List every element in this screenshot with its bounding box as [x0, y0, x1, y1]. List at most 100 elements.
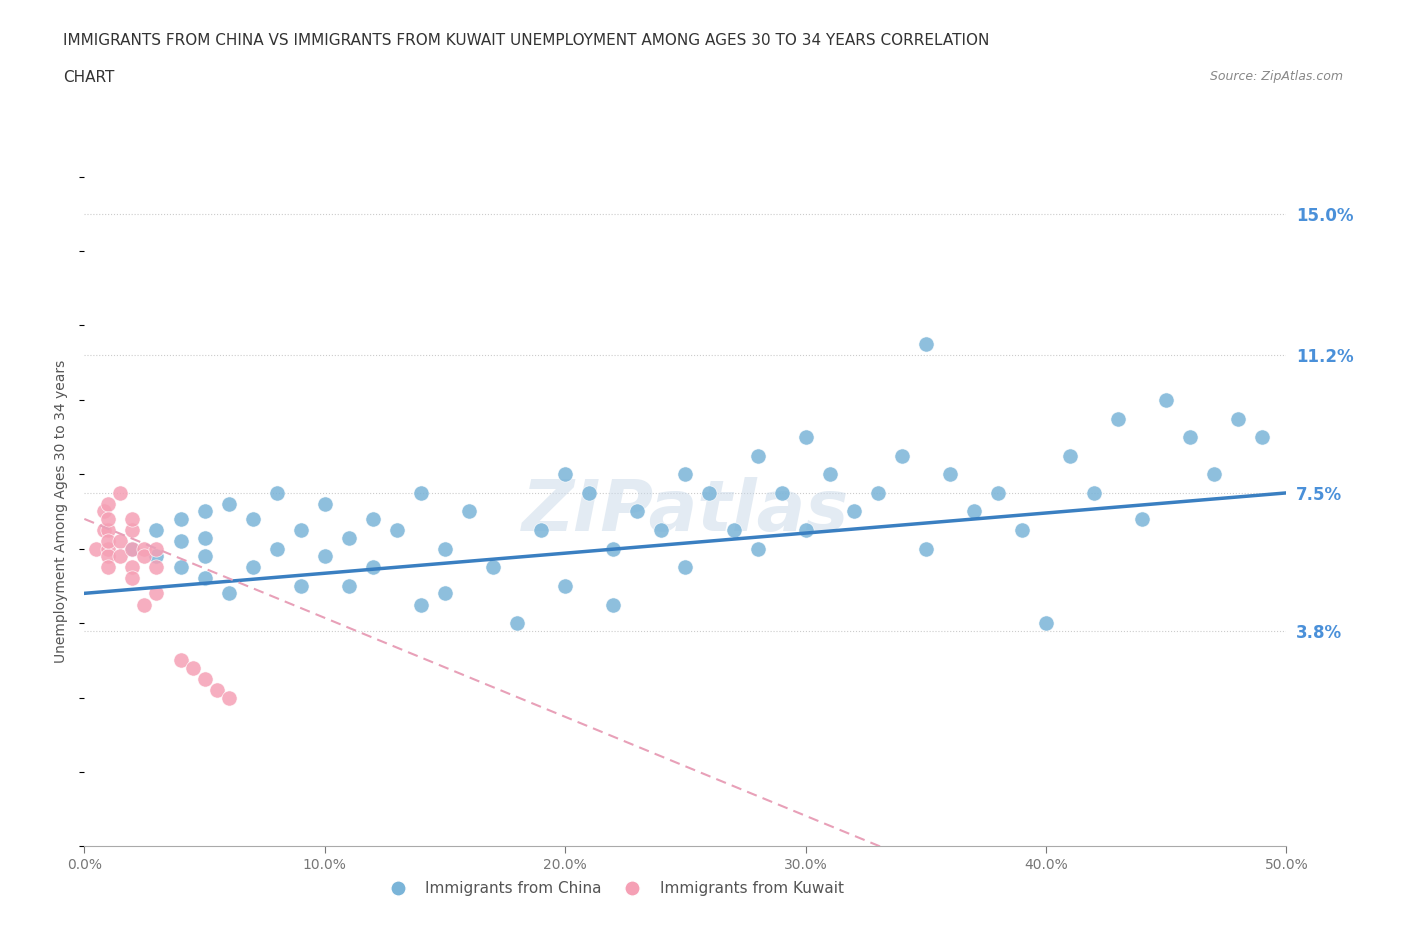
Point [314, 549, 336, 564]
Point [110, 534, 132, 549]
Point [1251, 430, 1274, 445]
Point [314, 497, 336, 512]
Point [1180, 430, 1202, 445]
Point [409, 485, 432, 500]
Point [205, 683, 228, 698]
Point [1059, 448, 1081, 463]
Point [554, 578, 576, 593]
Point [530, 523, 553, 538]
Point [482, 560, 505, 575]
Text: IMMIGRANTS FROM CHINA VS IMMIGRANTS FROM KUWAIT UNEMPLOYMENT AMONG AGES 30 TO 34: IMMIGRANTS FROM CHINA VS IMMIGRANTS FROM… [63, 33, 990, 47]
Point [134, 549, 156, 564]
Point [434, 586, 457, 601]
Point [86, 541, 108, 556]
Point [506, 616, 529, 631]
Point [194, 571, 217, 586]
Point [194, 504, 217, 519]
Point [290, 578, 312, 593]
Point [915, 541, 938, 556]
Point [675, 467, 697, 482]
Point [1227, 411, 1250, 426]
Point [266, 485, 288, 500]
Point [145, 541, 167, 556]
Point [361, 512, 384, 526]
Point [1083, 485, 1105, 500]
Point [337, 530, 360, 545]
Point [602, 597, 624, 612]
Point [554, 467, 576, 482]
Point [97, 560, 120, 575]
Text: Source: ZipAtlas.com: Source: ZipAtlas.com [1209, 70, 1343, 83]
Point [194, 671, 217, 686]
Legend: Immigrants from China, Immigrants from Kuwait: Immigrants from China, Immigrants from K… [377, 875, 851, 902]
Point [121, 571, 143, 586]
Point [290, 523, 312, 538]
Y-axis label: Unemployment Among Ages 30 to 34 years: Unemployment Among Ages 30 to 34 years [55, 360, 69, 663]
Point [939, 467, 962, 482]
Point [134, 597, 156, 612]
Point [770, 485, 793, 500]
Text: CHART: CHART [63, 70, 115, 85]
Point [963, 504, 986, 519]
Point [266, 541, 288, 556]
Point [675, 560, 697, 575]
Point [747, 448, 769, 463]
Point [434, 541, 457, 556]
Point [866, 485, 889, 500]
Point [121, 512, 143, 526]
Point [1035, 616, 1057, 631]
Point [1107, 411, 1129, 426]
Point [218, 586, 240, 601]
Point [121, 541, 143, 556]
Point [97, 497, 120, 512]
Point [93, 523, 115, 538]
Point [747, 541, 769, 556]
Point [169, 560, 191, 575]
Point [699, 485, 721, 500]
Point [987, 485, 1010, 500]
Point [97, 549, 120, 564]
Point [218, 497, 240, 512]
Point [1156, 392, 1178, 407]
Point [218, 690, 240, 705]
Point [890, 448, 912, 463]
Point [93, 504, 115, 519]
Point [97, 523, 120, 538]
Point [97, 541, 120, 556]
Point [194, 530, 217, 545]
Text: ZIPatlas: ZIPatlas [522, 477, 849, 546]
Point [145, 549, 167, 564]
Point [602, 541, 624, 556]
Point [181, 660, 204, 675]
Point [121, 541, 143, 556]
Point [110, 485, 132, 500]
Point [134, 541, 156, 556]
Point [794, 430, 817, 445]
Point [169, 534, 191, 549]
Point [458, 504, 481, 519]
Point [818, 467, 841, 482]
Point [145, 523, 167, 538]
Point [626, 504, 648, 519]
Point [578, 485, 600, 500]
Point [145, 586, 167, 601]
Point [169, 653, 191, 668]
Point [169, 512, 191, 526]
Point [1204, 467, 1226, 482]
Point [97, 534, 120, 549]
Point [723, 523, 745, 538]
Point [650, 523, 672, 538]
Point [1130, 512, 1153, 526]
Point [361, 560, 384, 575]
Point [409, 597, 432, 612]
Point [242, 560, 264, 575]
Point [385, 523, 408, 538]
Point [194, 549, 217, 564]
Point [842, 504, 865, 519]
Point [242, 512, 264, 526]
Point [145, 560, 167, 575]
Point [110, 549, 132, 564]
Point [121, 523, 143, 538]
Point [915, 337, 938, 352]
Point [794, 523, 817, 538]
